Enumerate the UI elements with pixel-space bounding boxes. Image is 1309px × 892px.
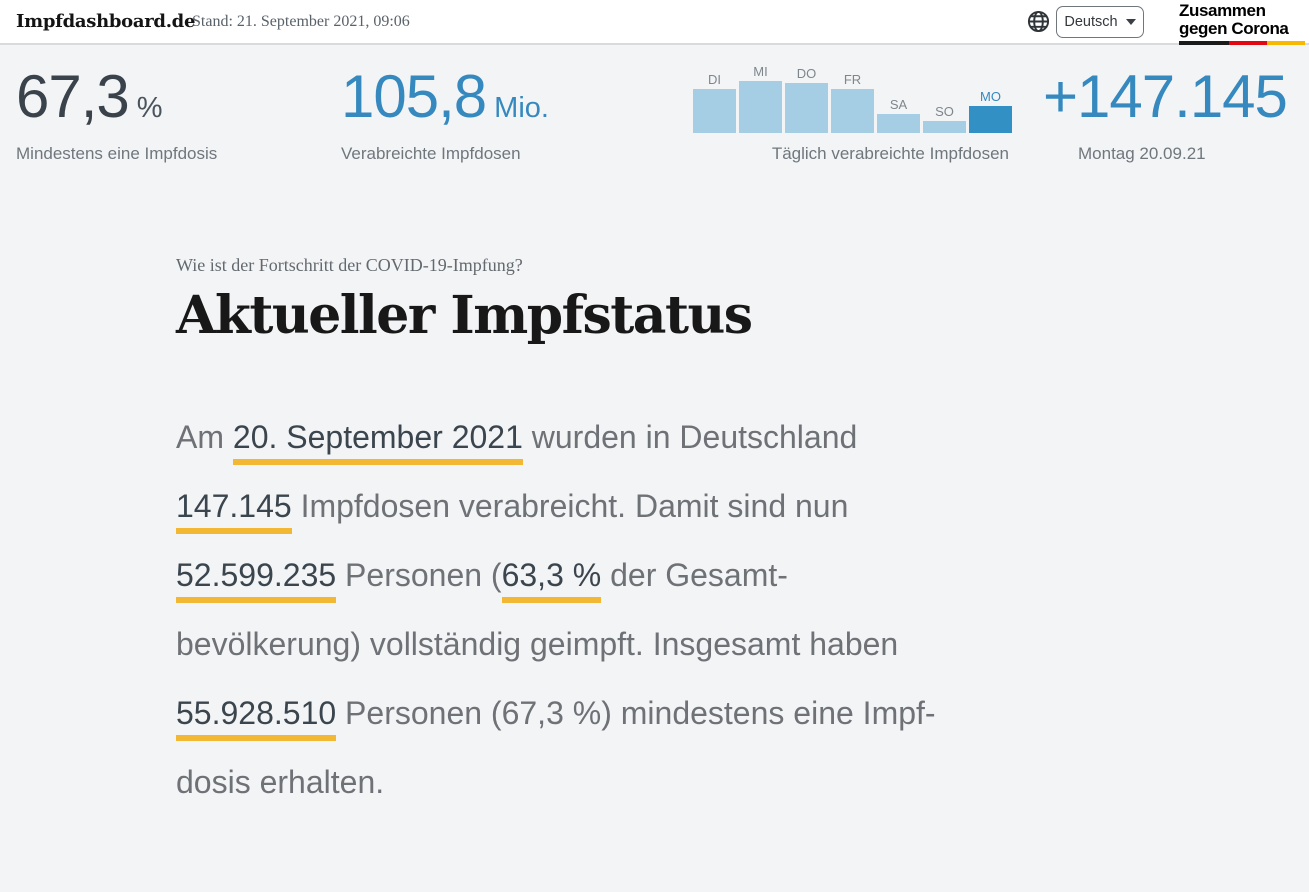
stat-total-doses: 105,8 Mio. Verabreichte Impfdosen: [341, 45, 661, 170]
stat-total-doses-label: Verabreichte Impfdosen: [341, 144, 521, 163]
chart-bar: [877, 114, 920, 133]
paragraph-line: dosis erhalten.: [176, 748, 1176, 817]
german-flag-bar: [1179, 41, 1305, 45]
header: Impfdashboard.de Stand: 21. September 20…: [0, 0, 1309, 45]
paragraph-text: Personen (67,3 %) mindestens eine Impf-: [336, 695, 936, 731]
percent-unit: %: [136, 92, 163, 124]
highlighted-value: 63,3 %: [501, 557, 602, 603]
chart-bar-mo: MO: [969, 89, 1012, 133]
paragraph-text: dosis erhalten.: [176, 764, 385, 800]
chart-bar-sa: SA: [877, 97, 920, 133]
chart-bar-label: DO: [796, 66, 817, 81]
paragraph-line: 55.928.510 Personen (67,3 %) mindestens …: [176, 679, 1176, 748]
paragraph-text: Impfdosen verabreicht. Damit sind nun: [291, 488, 849, 524]
page-title: Aktueller Impfstatus: [176, 285, 753, 346]
paragraph-text: Am: [176, 419, 233, 455]
highlighted-value: 147.145: [176, 488, 292, 534]
highlighted-value: 55.928.510: [176, 695, 337, 741]
chevron-down-icon: [1125, 19, 1136, 25]
stat-daily-new-value: +147.145: [1043, 63, 1288, 130]
chart-bar-label: DI: [708, 72, 721, 87]
paragraph-text: wurden in Deutschland: [522, 419, 858, 455]
chart-bar-di: DI: [693, 72, 736, 133]
chart-bar-do: DO: [785, 66, 828, 133]
data-timestamp: Stand: 21. September 2021, 09:06: [192, 13, 410, 30]
chart-bar: [969, 106, 1012, 133]
paragraph-text: Personen (: [336, 557, 502, 593]
highlighted-value: 52.599.235: [176, 557, 337, 603]
globe-icon: [1027, 10, 1050, 33]
campaign-logo-line2: gegen Corona: [1179, 19, 1289, 38]
impfstatus-paragraph: Am 20. September 2021 wurden in Deutschl…: [176, 403, 1176, 817]
chart-bar-label: SO: [935, 104, 954, 119]
stat-first-dose-value: 67,3%: [16, 63, 163, 130]
language-selector[interactable]: Deutsch: [1056, 6, 1144, 38]
stat-first-dose: 67,3% Mindestens eine Impfdosis: [16, 45, 316, 170]
daily-doses-chart-caption: Täglich verabreichte Impfdosen: [771, 144, 1009, 163]
chart-bar-label: MO: [980, 89, 1001, 104]
chart-bar-label: MI: [753, 64, 768, 79]
campaign-logo[interactable]: Zusammen gegen Corona: [1179, 2, 1305, 45]
highlighted-value: 20. September 2021: [232, 419, 523, 465]
paragraph-line: Am 20. September 2021 wurden in Deutschl…: [176, 403, 1176, 472]
stat-first-dose-label: Mindestens eine Impfdosis: [16, 144, 218, 163]
stat-daily-new-label: Montag 20.09.21: [1078, 144, 1206, 163]
chart-bar-so: SO: [923, 104, 966, 133]
campaign-logo-line1: Zusammen: [1179, 1, 1266, 20]
chart-bar: [785, 83, 828, 133]
chart-bar: [831, 89, 874, 133]
chart-bar-mi: MI: [739, 64, 782, 133]
daily-doses-chart: DI MI DO FR SA SO MO: [693, 45, 1013, 133]
chart-bar-label: FR: [843, 72, 862, 87]
stat-total-doses-value: 105,8 Mio.: [341, 63, 549, 130]
paragraph-line: 52.599.235 Personen (63,3 % der Gesamt-: [176, 541, 1176, 610]
chart-bar: [693, 89, 736, 133]
chart-bar: [923, 121, 966, 133]
mio-unit: Mio.: [494, 92, 549, 124]
site-logo[interactable]: Impfdashboard.de: [16, 11, 196, 32]
language-selected-label: Deutsch: [1064, 14, 1118, 30]
stats-band: 67,3% Mindestens eine Impfdosis 105,8 Mio…: [0, 45, 1309, 170]
article: Wie ist der Fortschritt der COVID-19-Imp…: [176, 255, 1176, 817]
article-kicker: Wie ist der Fortschritt der COVID-19-Imp…: [176, 255, 523, 275]
chart-bar-label: SA: [889, 97, 908, 112]
paragraph-text: bevölkerung) vollständig geimpft. Insges…: [176, 626, 899, 662]
paragraph-line: bevölkerung) vollständig geimpft. Insges…: [176, 610, 1176, 679]
paragraph-text: der Gesamt-: [601, 557, 788, 593]
chart-bar-fr: FR: [831, 72, 874, 133]
chart-bar: [739, 81, 782, 133]
paragraph-line: 147.145 Impfdosen verabreicht. Damit sin…: [176, 472, 1176, 541]
stat-daily-new: +147.145 Montag 20.09.21: [1043, 45, 1303, 170]
